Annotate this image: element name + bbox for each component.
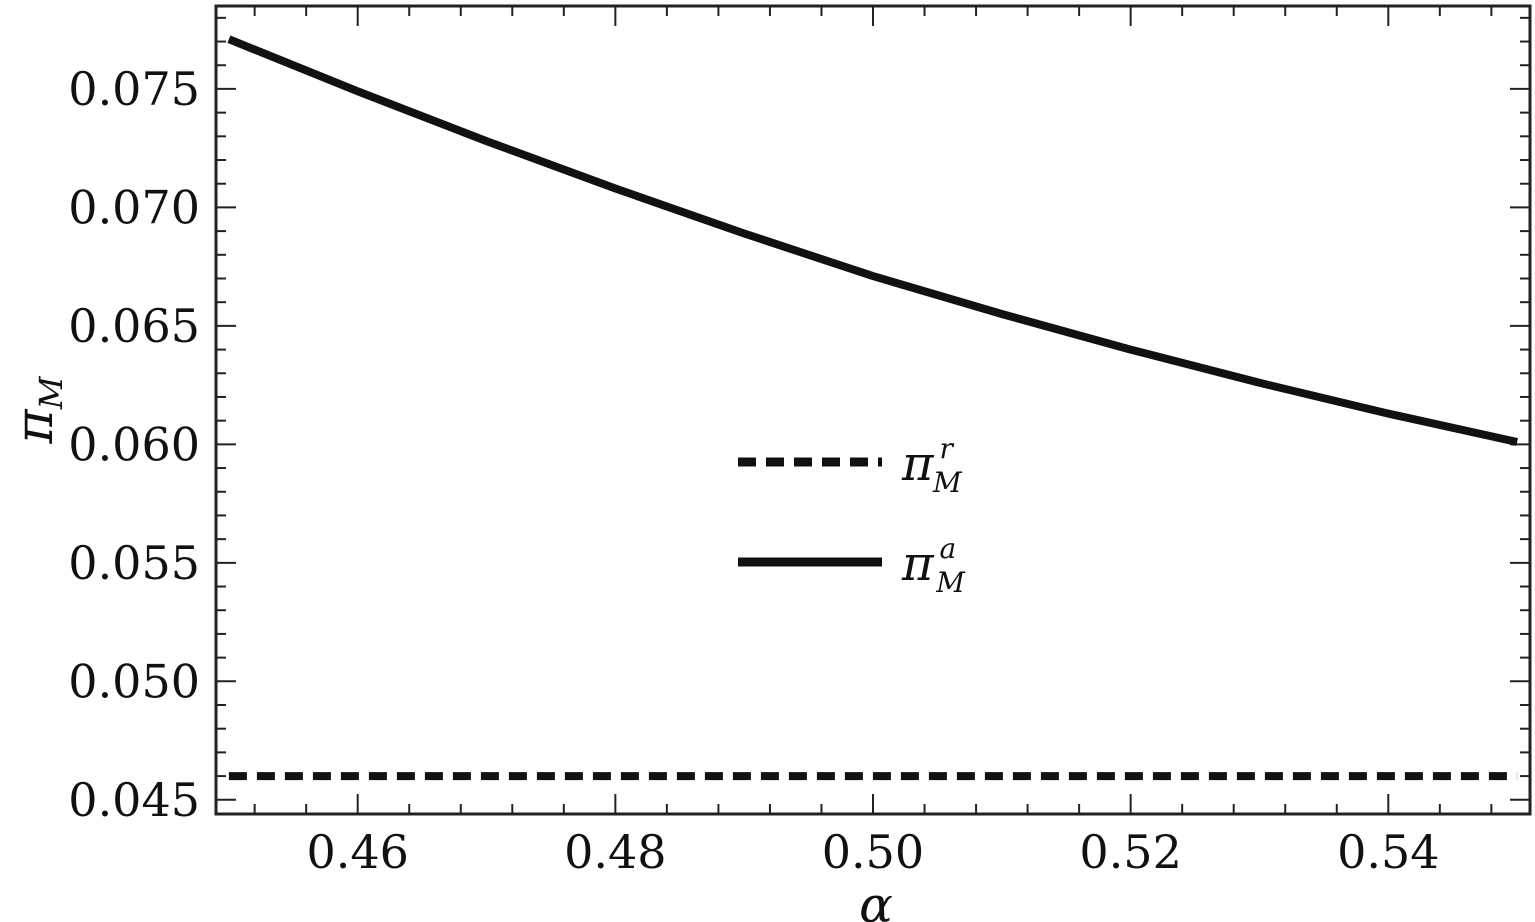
series-layer <box>227 35 1518 781</box>
y-tick-label: 0.060 <box>68 417 200 471</box>
x-tick-label: 0.54 <box>1337 825 1439 879</box>
y-axis-title-sub: M <box>32 375 70 410</box>
x-tick-label: 0.46 <box>306 825 408 879</box>
y-tick-label: 0.050 <box>68 654 200 708</box>
y-tick-label: 0.075 <box>68 62 200 116</box>
x-tick-label: 0.50 <box>822 825 924 879</box>
x-tick-label: 0.52 <box>1079 825 1181 879</box>
y-tick-label: 0.070 <box>68 180 200 234</box>
y-axis-ticks: 0.045 0.050 0.055 0.060 0.065 0.070 0.075 <box>68 16 1530 827</box>
y-axis-title-main: π <box>5 408 65 444</box>
series-line-solid <box>227 35 1518 446</box>
y-tick-label: 0.045 <box>68 773 200 827</box>
y-tick-label: 0.055 <box>68 536 200 590</box>
x-axis-title: α <box>859 876 893 922</box>
y-tick-label: 0.065 <box>68 299 200 353</box>
svg-text:πM: πM <box>5 375 70 444</box>
x-tick-label: 0.48 <box>564 825 666 879</box>
plot-frame <box>214 4 1532 816</box>
y-axis-title: πM <box>5 375 70 444</box>
x-axis-ticks: 0.46 0.48 0.50 0.52 0.54 <box>253 6 1493 879</box>
